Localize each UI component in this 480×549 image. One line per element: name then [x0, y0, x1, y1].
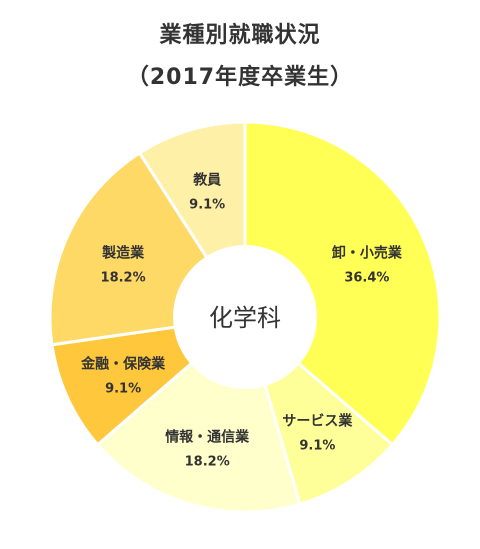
- slice-value-0: 36.4%: [344, 270, 389, 285]
- center-label: 化学科: [209, 304, 281, 332]
- chart-title: 業種別就職状況: [159, 22, 320, 48]
- slice-value-5: 9.1%: [189, 197, 225, 212]
- slice-label-0: 卸・小売業: [332, 244, 403, 261]
- slice-value-1: 9.1%: [299, 439, 335, 454]
- slice-0: [243, 120, 442, 447]
- slice-label-3: 金融・保険業: [80, 356, 166, 373]
- donut-hole: [173, 245, 317, 389]
- labels-group: 卸・小売業 36.4% サービス業 9.1% 情報・通信業 18.2% 金融・保険業 9.1%…: [80, 171, 403, 469]
- slice-label-4: 製造業: [101, 244, 145, 261]
- slice-value-2: 18.2%: [185, 455, 230, 470]
- slice-label-5: 教員: [193, 171, 221, 188]
- slice-value-4: 18.2%: [101, 270, 146, 285]
- slice-label-2: 情報・通信業: [165, 429, 250, 446]
- chart-subtitle: （2017年度卒業生）: [127, 64, 353, 90]
- slice-value-3: 9.1%: [105, 382, 141, 397]
- slice-label-1: サービス業: [282, 413, 353, 430]
